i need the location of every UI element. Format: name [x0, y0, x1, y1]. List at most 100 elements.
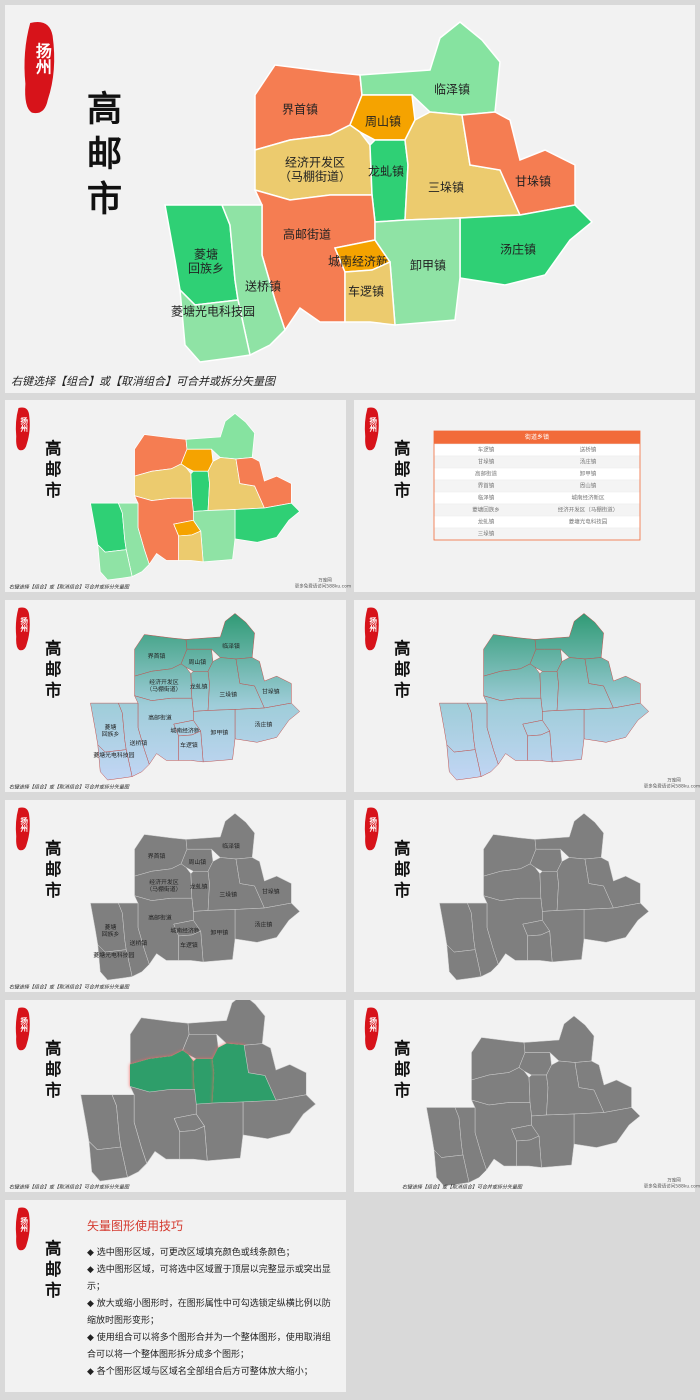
- table-cell: 三垛镇: [478, 530, 495, 538]
- region: [97, 543, 133, 581]
- table-row: [433, 479, 641, 493]
- table-cell: 送桥镇: [580, 446, 597, 454]
- region: [527, 930, 553, 963]
- region-label: 三垛镇: [219, 690, 237, 698]
- region: [433, 1149, 470, 1187]
- region: [516, 1135, 542, 1168]
- region-label: 甘垛镇: [262, 687, 280, 695]
- table-row: [433, 491, 641, 505]
- city-name: 高邮市: [81, 90, 122, 224]
- region-label: （马棚街道）: [279, 169, 351, 184]
- region: [467, 902, 499, 977]
- region-label: 车逻镇: [180, 741, 198, 749]
- region: [584, 657, 641, 709]
- region-label: 菱塘: [105, 923, 117, 931]
- region-label: 菱塘光电科技园: [93, 951, 134, 959]
- region: [178, 930, 204, 963]
- region-label: 甘垛镇: [262, 887, 280, 895]
- region: [192, 509, 236, 563]
- logo-text: 扬州: [20, 416, 29, 434]
- caption: 右键选择【组合】或【取消组合】可合并或拆分矢量图: [9, 784, 130, 791]
- city-name: 高邮市: [42, 1238, 61, 1302]
- map-clip: [80, 1000, 317, 1182]
- logo-seal: [15, 407, 30, 451]
- region: [111, 1094, 148, 1178]
- table-row: [433, 527, 641, 541]
- city-name: 高邮市: [42, 1038, 61, 1102]
- region: [193, 709, 236, 763]
- table-row: [433, 467, 641, 481]
- region: [584, 857, 641, 909]
- region: [542, 909, 585, 963]
- logo-text: 扬州: [369, 1016, 378, 1034]
- tip-item: ◆ 各个图形区域与区域名全部组合后方可整体放大缩小；: [87, 1367, 313, 1377]
- caption: 右键选择【组合】或【取消组合】可合并或拆分矢量图: [9, 984, 130, 991]
- slide-bg: [5, 1200, 346, 1392]
- table-border: [433, 430, 641, 541]
- region: [446, 944, 482, 981]
- region-label: 界首镇: [282, 103, 318, 117]
- table-cell: 菱塘光电科技园: [569, 518, 608, 526]
- region-label: 车逻镇: [180, 941, 198, 949]
- table-cell: 临泽镇: [478, 494, 495, 502]
- region-label: 汤庄镇: [500, 242, 536, 257]
- logo-text: 扬州: [369, 816, 378, 834]
- table-header: [434, 431, 640, 444]
- region-label: 三垛镇: [219, 890, 237, 898]
- table-cell: 高邮街道: [475, 470, 498, 478]
- region-label: 卸甲镇: [410, 258, 446, 273]
- logo-seal: [15, 1207, 30, 1251]
- watermark: 万库网: [667, 1177, 681, 1184]
- region: [179, 288, 251, 363]
- watermark: 更多免费请访问588ku.com: [644, 1183, 700, 1190]
- tips-title: 矢量图形使用技巧: [87, 1219, 184, 1233]
- region-label: 送桥镇: [245, 279, 281, 294]
- region: [235, 857, 292, 909]
- table-cell: 龙虬镇: [478, 518, 495, 526]
- region: [178, 530, 204, 563]
- region: [190, 871, 210, 912]
- logo-text: 扬州: [20, 616, 29, 634]
- region-label: 送桥镇: [130, 939, 148, 947]
- region-label: 菱塘光电科技园: [93, 751, 134, 759]
- region: [117, 502, 150, 578]
- city-name: 高邮市: [391, 838, 410, 902]
- watermark: 更多免费请访问588ku.com: [295, 583, 351, 590]
- map-clip: [439, 613, 650, 781]
- table-cell: 甘垛镇: [478, 458, 495, 466]
- region-label: 高邮街道: [283, 227, 331, 242]
- region-label: 回族乡: [102, 730, 120, 738]
- region: [190, 671, 210, 712]
- table-row: [433, 455, 641, 469]
- table-row: [433, 515, 641, 529]
- region: [243, 1043, 307, 1101]
- logo-seal: [24, 21, 55, 114]
- city-name: 高邮市: [391, 438, 410, 502]
- region-label: 送桥镇: [130, 739, 148, 747]
- region-label: （马棚街道）: [146, 685, 181, 693]
- region-label: 临泽镇: [434, 83, 470, 97]
- caption: 右键选择【组合】或【取消组合】可合并或拆分矢量图: [402, 1184, 523, 1191]
- region-label: 菱塘: [105, 723, 117, 731]
- region-label: （马棚街道）: [146, 885, 181, 893]
- city-name: 高邮市: [42, 638, 61, 702]
- logo-text: 扬州: [369, 416, 378, 434]
- logo-seal: [15, 1007, 30, 1051]
- region: [179, 1125, 208, 1162]
- region-label: 回族乡: [102, 930, 120, 938]
- region-label: 经济开发区: [149, 678, 179, 686]
- logo-seal: [364, 1007, 379, 1051]
- logo-seal: [364, 407, 379, 451]
- region: [528, 1074, 549, 1117]
- region: [97, 944, 133, 981]
- tips: 矢量图形使用技巧 ◆ 选中图形区域，可更改区域填充颜色或线条颜色； ◆ 选中图形区域…: [87, 1218, 332, 1381]
